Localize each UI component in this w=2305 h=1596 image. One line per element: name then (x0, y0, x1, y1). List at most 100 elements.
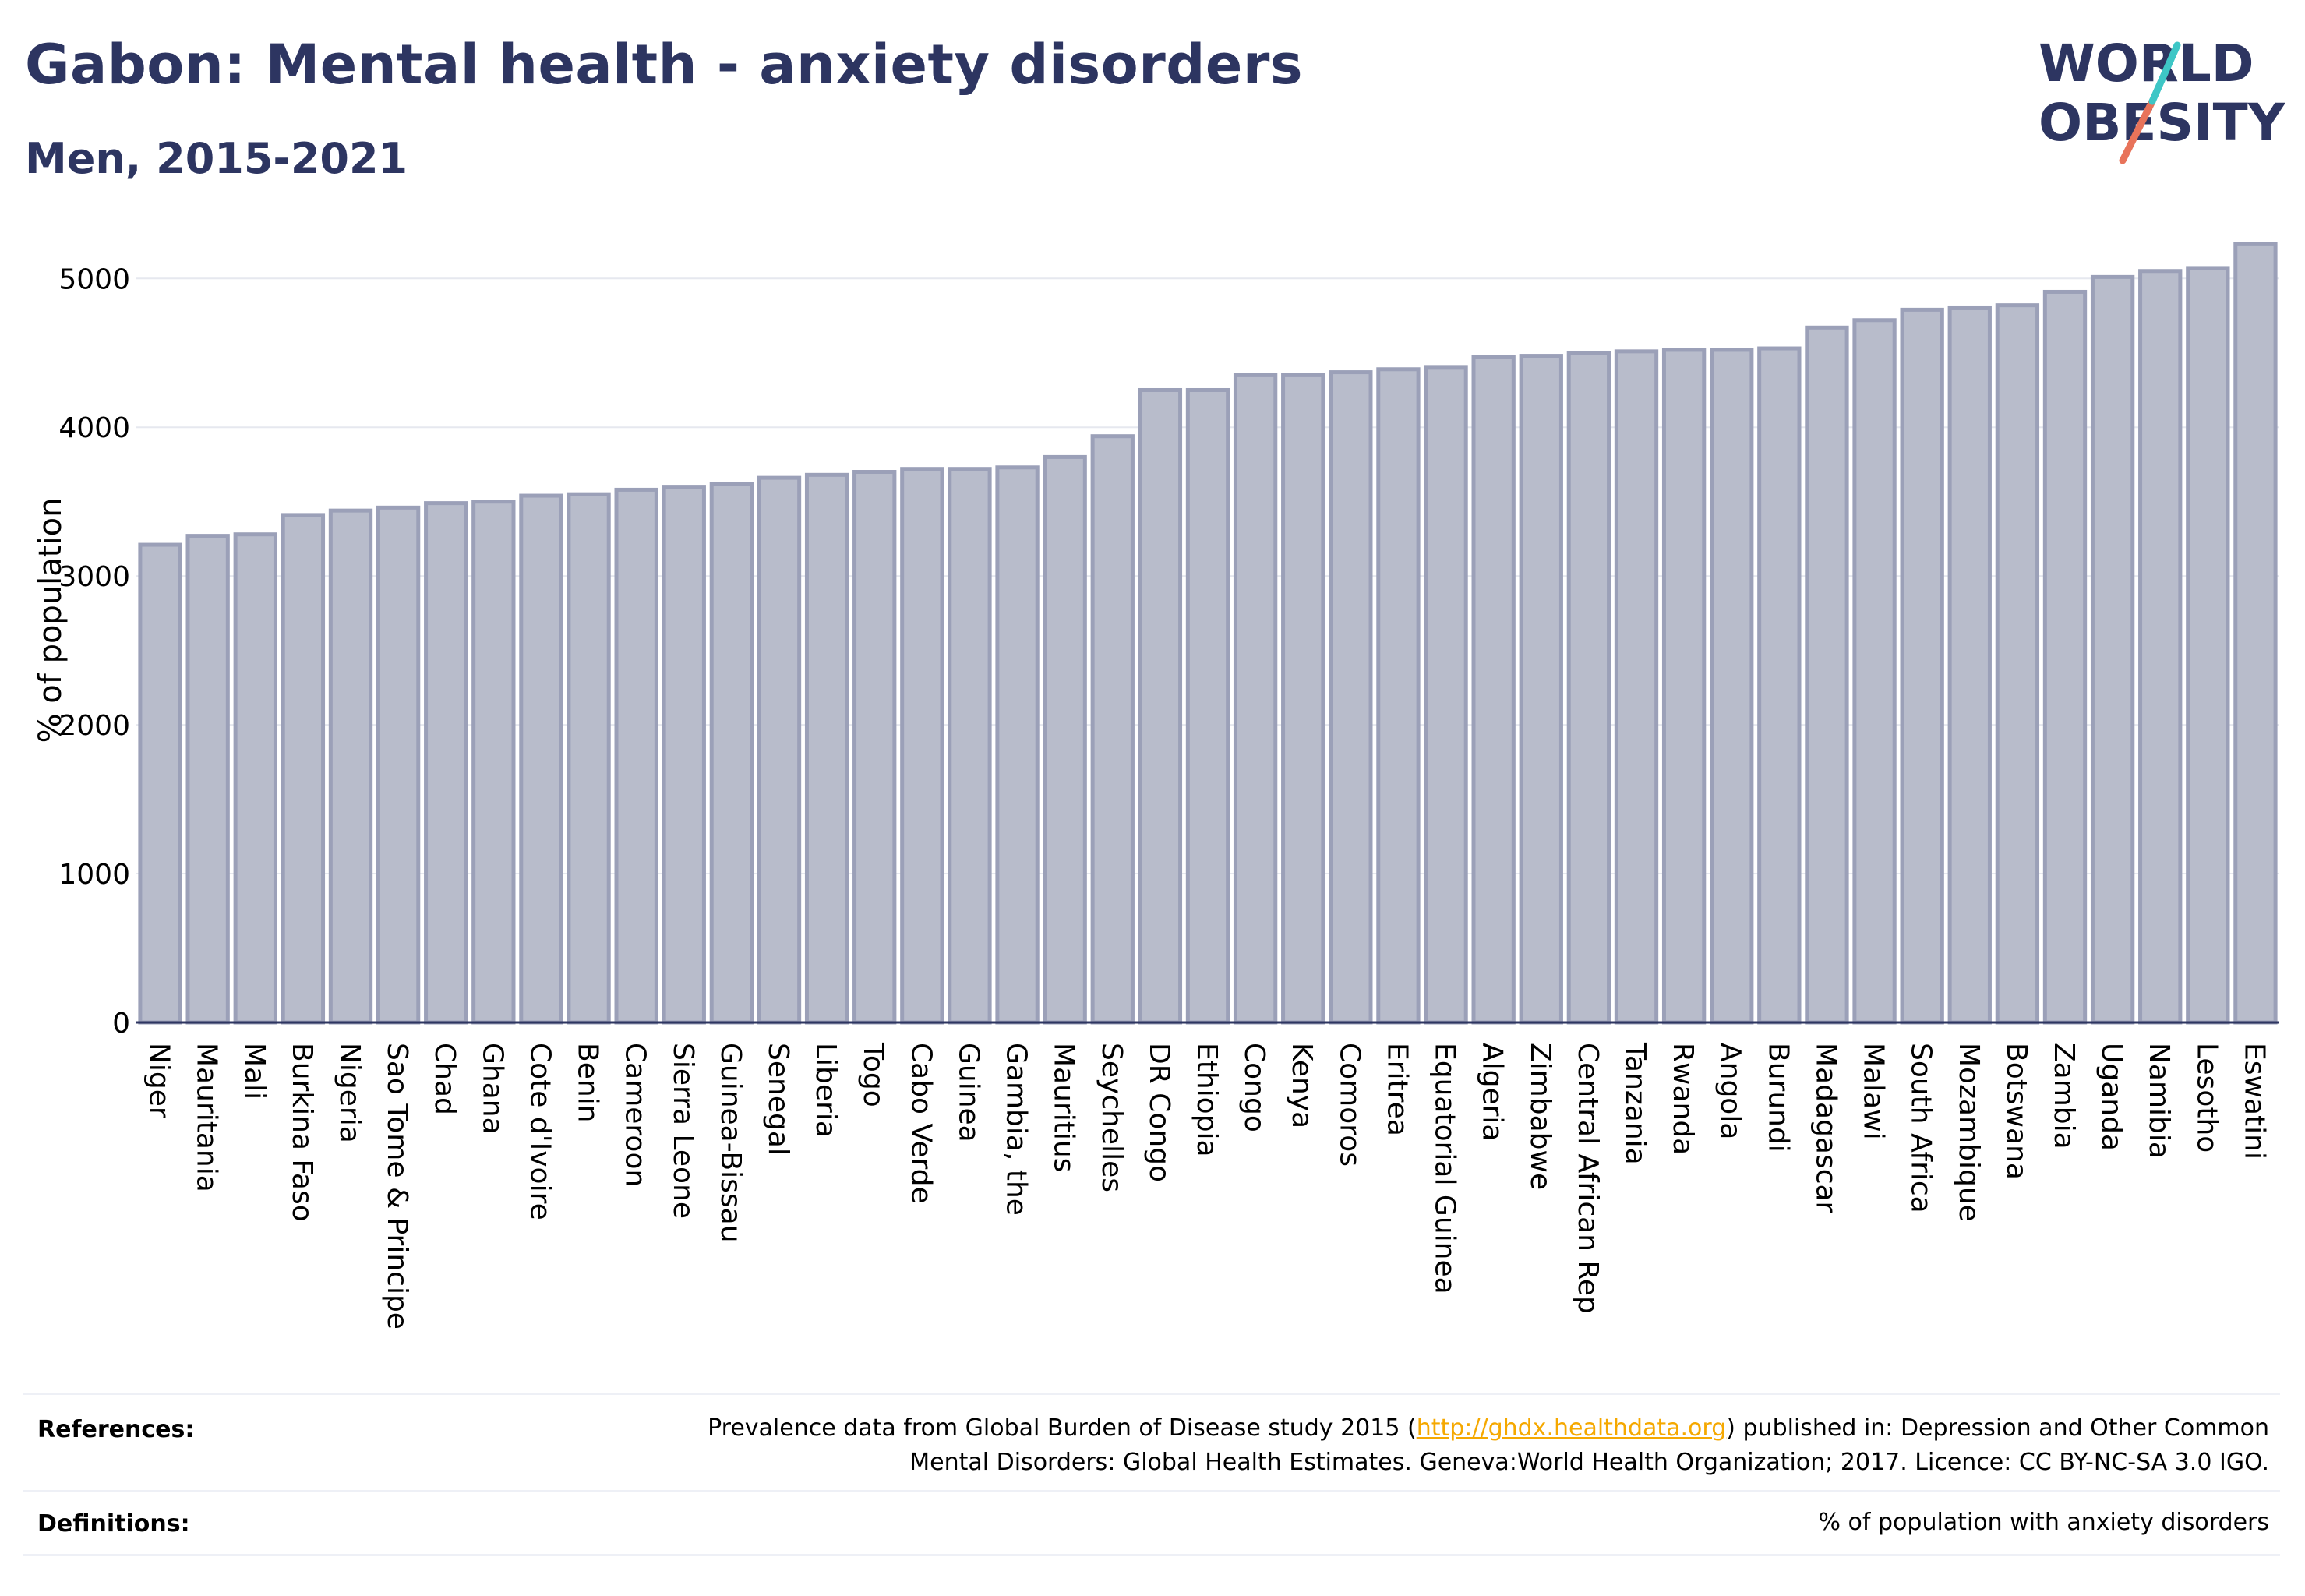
y-tick-label: 4000 (58, 412, 130, 444)
x-tick-label: Madagascar (1809, 1043, 1841, 1213)
page-subtitle: Men, 2015-2021 (25, 134, 408, 183)
x-tick-label: Liberia (810, 1043, 842, 1138)
x-tick-label: Mozambique (1953, 1043, 1985, 1222)
x-tick-label: Benin (572, 1043, 604, 1122)
bar (1519, 354, 1563, 1025)
references-label: References: (37, 1416, 195, 1443)
x-tick-label: Eritrea (1381, 1043, 1413, 1136)
x-tick-label: Ghana (476, 1043, 508, 1135)
definitions-text: % of population with anxiety disorders (1818, 1509, 2269, 1536)
bar (1900, 307, 1944, 1025)
footer-divider-bottom (23, 1554, 2280, 1556)
x-tick-label: Gambia, the (1001, 1043, 1032, 1216)
bar (1090, 434, 1135, 1025)
x-axis-labels: Niger Mauritania Mali Burkina Faso Nigeria Sa… (143, 1042, 2271, 1329)
bar (1805, 325, 1849, 1025)
bar (185, 534, 230, 1025)
x-tick-label: Kenya (1286, 1043, 1318, 1128)
bar (2233, 242, 2278, 1025)
bar (2042, 289, 2088, 1025)
bar (1947, 305, 1992, 1025)
logo-line1: WORLD (2038, 34, 2254, 94)
bar (1661, 348, 1707, 1025)
x-tick-label: Burkina Faso (286, 1043, 318, 1222)
x-tick-label: Zimbabwe (1524, 1043, 1556, 1190)
bar (233, 532, 277, 1025)
x-tick-label: Sierra Leone (667, 1043, 699, 1219)
bar (662, 485, 706, 1025)
x-tick-label: Cameroon (619, 1043, 651, 1187)
bar (2138, 269, 2183, 1025)
x-tick-label: Congo (1238, 1043, 1270, 1132)
bar (1424, 365, 1468, 1025)
references-link[interactable]: http://ghdx.healthdata.org (1416, 1414, 1727, 1442)
bar (1233, 373, 1278, 1025)
x-tick-label: Algeria (1477, 1043, 1509, 1142)
x-tick-label: Seychelles (1096, 1043, 1128, 1192)
bar (328, 508, 373, 1025)
bar (1710, 348, 1754, 1025)
references-line2: Mental Disorders: Global Health Estimate… (909, 1449, 2269, 1476)
y-axis-ticks: 0 1000 2000 3000 4000 5000 (58, 263, 130, 1040)
x-tick-label: Rwanda (1667, 1043, 1699, 1155)
bar (948, 467, 992, 1025)
bar (614, 487, 658, 1025)
bar (709, 482, 754, 1025)
x-tick-label: Malawi (1858, 1043, 1890, 1140)
x-tick-label: Comoros (1333, 1043, 1365, 1167)
bar (804, 472, 849, 1025)
logo-slash-teal (2148, 41, 2181, 105)
bar (1852, 318, 1897, 1025)
x-tick-label: Guinea-Bissau (715, 1043, 747, 1243)
y-tick-label: 5000 (58, 263, 130, 295)
references-text: Prevalence data from Global Burden of Di… (708, 1411, 2269, 1480)
x-tick-label: Botswana (2000, 1043, 2032, 1180)
x-tick-label: Central African Rep (1572, 1043, 1604, 1314)
bar (1471, 355, 1516, 1025)
bar (1185, 387, 1230, 1025)
x-tick-label: Mali (238, 1043, 270, 1100)
bar (1566, 351, 1611, 1025)
definitions-section: Definitions: % of population with anxiet… (23, 1490, 2280, 1554)
x-tick-label: Niger (143, 1043, 175, 1118)
x-tick-label: DR Congo (1143, 1043, 1175, 1182)
x-tick-label: Equatorial Guinea (1429, 1043, 1461, 1294)
logo-line2: OBESITY (2038, 93, 2285, 153)
bar (424, 501, 468, 1025)
y-tick-label: 1000 (58, 859, 130, 891)
x-tick-label: Sao Tome & Principe (381, 1043, 413, 1329)
bar (138, 542, 182, 1025)
x-tick-label: Lesotho (2190, 1043, 2222, 1153)
x-tick-label: Burundi (1762, 1043, 1794, 1153)
bar (1376, 367, 1421, 1025)
x-tick-label: Ethiopia (1191, 1043, 1223, 1157)
bar (2090, 274, 2135, 1025)
footer-divider-middle (23, 1490, 2280, 1492)
x-tick-label: Tanzania (1619, 1042, 1651, 1165)
bar (376, 505, 421, 1025)
footer-divider-top (23, 1393, 2280, 1395)
bar (1043, 454, 1087, 1025)
x-tick-label: Mauritania (191, 1043, 223, 1192)
bar (2186, 266, 2230, 1025)
y-tick-label: 2000 (58, 710, 130, 742)
x-tick-label: South Africa (1905, 1043, 1937, 1213)
y-axis-label: % of population (33, 498, 69, 743)
page-title: Gabon: Mental health - anxiety disorders (25, 33, 1304, 97)
x-tick-label: Zambia (2048, 1043, 2080, 1149)
bar (1329, 370, 1373, 1025)
bar (1281, 373, 1325, 1025)
x-tick-label: Namibia (2143, 1043, 2175, 1159)
bar (757, 475, 802, 1025)
x-tick-label: Uganda (2095, 1043, 2127, 1151)
x-tick-label: Eswatini (2238, 1043, 2270, 1160)
x-tick-label: Cabo Verde (905, 1043, 937, 1204)
y-tick-label: 0 (112, 1008, 130, 1040)
bar (281, 513, 326, 1025)
x-tick-label: Nigeria (334, 1043, 365, 1143)
bar (852, 470, 897, 1025)
definitions-label: Definitions: (37, 1510, 190, 1538)
bar (1757, 346, 1802, 1025)
x-tick-label: Senegal (762, 1043, 794, 1156)
x-tick-label: Cote d'Ivoire (524, 1043, 556, 1220)
